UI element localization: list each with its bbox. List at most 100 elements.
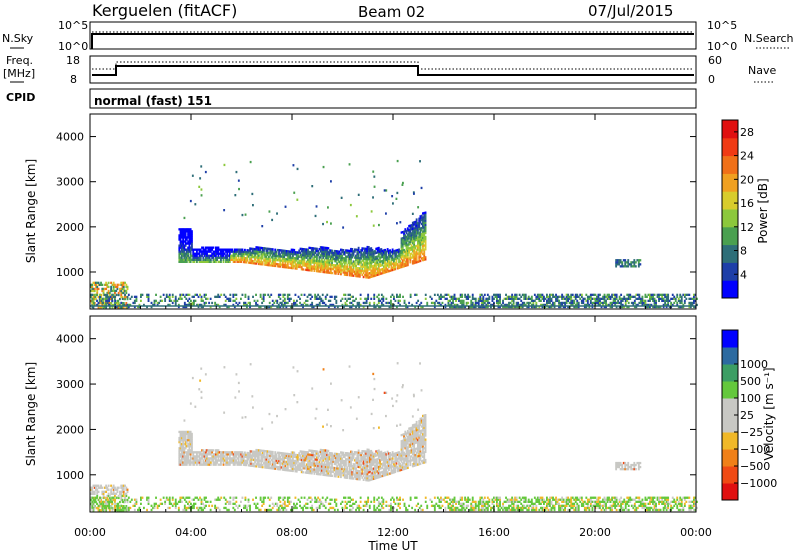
scatter-cell (251, 249, 254, 253)
scatter-cell (365, 474, 368, 478)
scatter-cell (183, 230, 186, 233)
scatter-cell (390, 257, 393, 260)
scatter-cell (196, 457, 198, 460)
scatter-cell (382, 458, 385, 461)
scatter-cell (350, 456, 352, 459)
scatter-cell (184, 230, 187, 233)
scatter-cell (309, 255, 312, 258)
scatter-cell (286, 258, 289, 261)
scatter-cell (302, 264, 304, 267)
scatter-cell (284, 205, 287, 208)
scatter-cell (370, 265, 373, 268)
scatter-cell (199, 260, 202, 263)
scatter-cell (417, 224, 419, 227)
scatter-cell (408, 231, 411, 234)
scatter-cell (323, 258, 326, 262)
scatter-cell (271, 455, 274, 458)
scatter-cell (372, 170, 375, 173)
scatter-cell (108, 299, 111, 302)
scatter-cell (408, 224, 411, 228)
scatter-cell (477, 303, 480, 307)
scatter-cell (382, 295, 385, 298)
scatter-cell (302, 258, 304, 261)
scatter-cell (441, 295, 444, 298)
scatter-cell (619, 261, 622, 264)
scatter-cell (235, 451, 238, 454)
scatter-cell (261, 251, 264, 254)
scatter-cell (417, 230, 419, 233)
scatter-cell (458, 297, 460, 300)
scatter-cell (401, 243, 404, 246)
scatter-cell (343, 267, 346, 270)
scatter-cell (298, 259, 301, 262)
scatter-cell (236, 457, 239, 460)
scatter-cell (216, 449, 219, 452)
scatter-cell (391, 258, 394, 261)
scatter-cell (391, 303, 394, 307)
scatter-cell (290, 250, 293, 253)
scatter-cell (255, 262, 258, 265)
scatter-cell (322, 256, 325, 259)
scatter-cell (100, 302, 102, 305)
scatter-cell (540, 295, 542, 298)
scatter-cell (189, 250, 192, 253)
scatter-cell (240, 455, 243, 458)
scatter-cell (300, 249, 303, 253)
scatter-cell (308, 256, 311, 260)
scatter-cell (471, 295, 474, 298)
scatter-cell (288, 453, 291, 456)
scatter-cell (331, 251, 333, 254)
scatter-cell (413, 247, 416, 250)
scatter-cell (241, 250, 244, 253)
scatter-cell (360, 255, 363, 258)
scatter-cell (122, 285, 125, 289)
scatter-cell (330, 222, 332, 225)
scatter-cell (591, 303, 594, 307)
scatter-cell (358, 472, 361, 475)
scatter-cell (215, 254, 217, 257)
scatter-cell (358, 453, 361, 456)
scatter-cell (193, 299, 195, 302)
scatter-cell (393, 297, 395, 300)
scatter-cell (208, 451, 211, 454)
scatter-cell (576, 301, 579, 305)
scatter-cell (419, 231, 422, 234)
scatter-cell (156, 303, 159, 307)
scatter-cell (290, 256, 293, 259)
scatter-cell (188, 256, 191, 259)
scatter-cell (261, 457, 264, 461)
scatter-cell (418, 231, 421, 235)
scatter-cell (189, 199, 192, 203)
scatter-cell (385, 461, 388, 464)
scatter-cell (365, 460, 368, 463)
scatter-cell (133, 295, 136, 298)
scatter-cell (183, 463, 186, 466)
scatter-cell (366, 458, 369, 462)
scatter-cell (275, 453, 278, 456)
scatter-cell (313, 259, 316, 262)
scatter-cell (609, 297, 612, 300)
scatter-cell (356, 260, 359, 264)
scatter-cell (191, 242, 193, 245)
scatter-cell (212, 258, 215, 261)
scatter-cell (318, 252, 321, 255)
scatter-cell (185, 248, 188, 251)
scatter-cell (233, 252, 236, 255)
scatter-cell (337, 457, 340, 460)
scatter-cell (300, 293, 303, 296)
scatter-cell (97, 304, 100, 307)
scatter-cell (302, 467, 304, 470)
scatter-cell (328, 462, 331, 465)
scatter-cell (356, 303, 359, 307)
scatter-cell (218, 295, 221, 298)
scatter-cell (256, 246, 259, 249)
scatter-cell (358, 257, 361, 260)
scatter-cell (438, 295, 441, 298)
scatter-cell (121, 291, 124, 295)
scatter-cell (328, 255, 331, 258)
scatter-cell (293, 461, 296, 465)
scatter-cell (147, 293, 150, 296)
scatter-cell (170, 299, 173, 302)
scatter-cell (179, 234, 182, 237)
